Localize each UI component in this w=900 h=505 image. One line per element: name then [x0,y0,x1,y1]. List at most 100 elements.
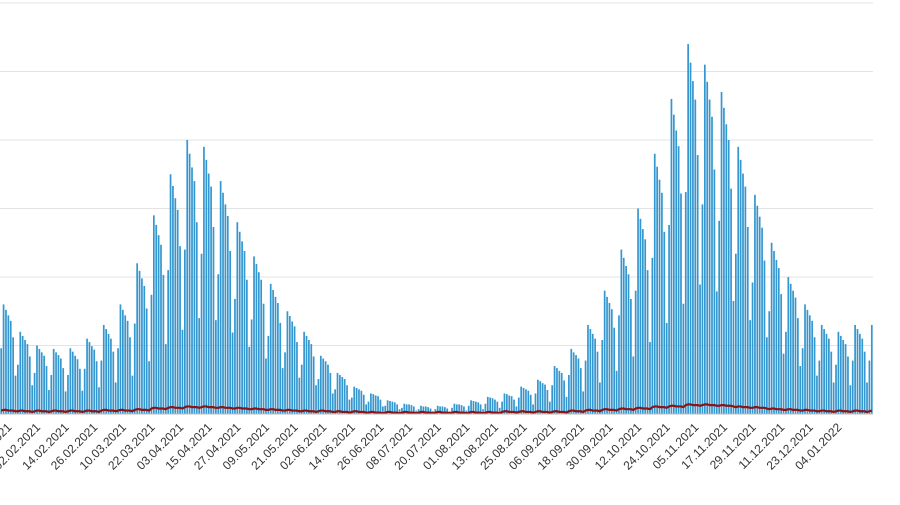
bar [143,285,146,414]
bar [370,393,372,414]
bar [734,253,737,414]
bar [403,403,406,414]
bar [236,222,239,414]
bar [706,81,709,415]
bar [797,318,799,414]
bar [281,368,284,414]
bar [28,356,31,414]
bar [761,227,763,414]
bar [391,401,394,414]
bar [625,266,627,414]
bar [825,333,828,414]
bar [286,311,289,414]
bar [844,344,847,414]
bar [36,345,38,414]
bar [250,319,253,414]
bar [453,403,456,414]
bar [568,374,570,414]
bar [680,193,682,414]
bar [835,364,837,414]
bar [207,173,210,414]
bar [820,324,823,414]
bar [291,321,294,414]
bar [222,192,224,414]
bar [67,374,69,414]
bar [641,229,644,414]
bar [59,358,62,414]
bar [489,397,492,414]
bar [57,355,60,414]
bar [389,400,391,414]
bar [725,124,728,415]
bar [544,384,546,414]
bar [777,268,780,414]
bar [76,359,79,414]
bar [2,304,5,414]
bar [138,270,141,414]
bar [183,249,186,414]
bar [696,155,699,414]
bar [730,188,732,414]
bar [615,370,618,414]
bar [813,337,816,414]
bar [12,337,14,414]
bar [513,399,515,414]
bar [692,81,694,414]
bar [563,380,565,414]
bar [804,304,806,414]
bar [272,290,274,414]
bar [212,226,215,414]
bar [491,398,494,414]
bar [496,401,499,414]
bar [317,379,320,414]
bar [603,290,606,414]
bar [160,244,162,414]
bar [694,99,697,415]
bar [474,401,477,414]
bar [195,222,198,414]
bar [479,404,482,414]
bar [582,391,585,414]
bar [145,308,148,414]
bar [327,364,329,414]
bar [801,348,804,414]
bar [782,353,785,414]
bar [527,390,530,414]
bar [93,349,96,414]
bar [494,399,496,414]
bar [868,360,871,414]
bar [441,406,444,414]
bar [713,169,716,414]
bar [308,340,310,414]
bar [427,407,430,414]
bar [758,216,761,414]
bar [608,303,611,414]
bar [141,278,143,414]
bar [646,270,649,414]
bar [539,381,542,414]
bar [319,355,322,414]
bar [33,372,36,414]
bar [112,351,115,414]
bar [708,99,711,415]
bar [460,405,463,414]
bar [715,291,718,414]
bar [186,140,189,414]
bar [367,401,370,414]
bar [515,406,518,414]
bar [31,385,34,414]
bar [863,351,866,414]
bar [596,351,599,414]
bar [789,283,792,414]
bar [424,406,427,414]
bar [174,198,177,414]
bar [95,361,98,414]
bar [365,404,367,414]
bar [229,250,232,414]
bar [262,303,265,414]
bar [298,377,301,414]
bar [131,375,134,414]
bar [849,385,852,414]
bar [90,346,93,414]
